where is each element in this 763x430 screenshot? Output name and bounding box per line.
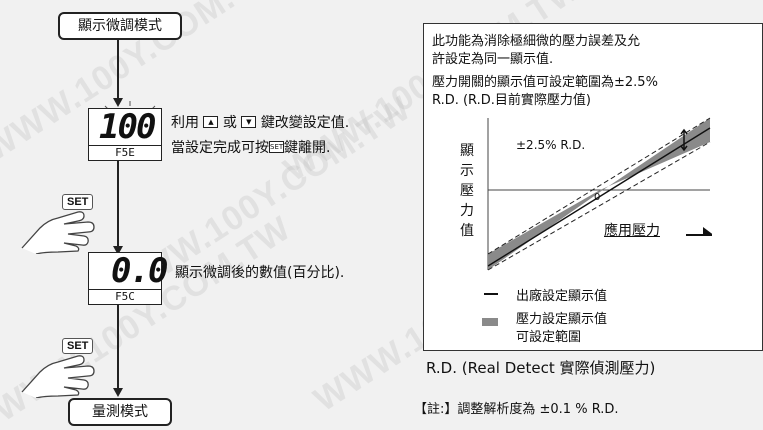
display-value: 100	[99, 107, 156, 147]
display-sublabel: F5E	[88, 145, 162, 161]
tolerance-chart	[484, 114, 714, 274]
range-dashed-line	[487, 117, 711, 255]
legend-range-label: 可設定範圍	[516, 330, 582, 345]
start-mode-box: 顯示微調模式	[58, 12, 182, 40]
x-axis-arrow-icon	[686, 224, 715, 238]
range-arrow-icon	[680, 128, 688, 152]
flow-connector	[117, 160, 119, 248]
flow-arrow	[113, 246, 123, 255]
hand-press-icon	[18, 192, 108, 255]
factory-setting-line	[487, 127, 711, 267]
up-triangle-key-icon: ▲	[203, 116, 219, 128]
rd-definition: R.D. (Real Detect 實際偵測壓力)	[426, 359, 656, 377]
chart-annotation: ±2.5% R.D.	[516, 138, 586, 152]
set-key-icon: SET	[269, 141, 284, 153]
instruction-change-value: 利用 ▲ 或 ▼ 鍵改變設定值.	[171, 115, 350, 131]
instruction-show-percent: 顯示微調後的數值(百分比).	[175, 265, 345, 281]
legend-range-label: 壓力設定顯示值	[516, 312, 608, 327]
lcd-display-0: 0.0	[88, 251, 168, 291]
range-dashed-line	[487, 141, 711, 271]
flow-connector	[117, 304, 119, 392]
legend-factory-label: 出廠設定顯示值	[516, 289, 608, 304]
hand-press-icon	[18, 336, 108, 399]
resolution-note: 【註:】調整解析度為 ±0.1 % R.D.	[414, 402, 619, 417]
set-button[interactable]: SET	[62, 338, 94, 354]
y-axis-label: 顯 示 壓 力 值	[460, 143, 474, 239]
x-axis-label: 應用壓力	[604, 223, 660, 239]
explanation-panel: 此功能為消除極細微的壓力誤差及允 許設定為同一顯示值. 壓力開關的顯示值可設定範…	[423, 23, 763, 351]
end-mode-box: 量測模式	[68, 398, 172, 426]
origin-label: 0	[594, 192, 601, 203]
legend-line-icon	[484, 293, 498, 295]
down-triangle-key-icon: ▼	[241, 116, 257, 128]
panel-text-line: 壓力開關的顯示值可設定範圍為±2.5%	[432, 75, 658, 90]
panel-text-line: 許設定為同一顯示值.	[432, 52, 554, 67]
panel-text-line: 此功能為消除極細微的壓力誤差及允	[432, 34, 641, 49]
lcd-display-100: 100	[88, 107, 162, 147]
display-sublabel: F5C	[88, 289, 162, 305]
display-value: 0.0	[111, 251, 168, 291]
panel-text-line: R.D. (R.D.目前實際壓力值)	[432, 93, 591, 108]
flow-arrow	[113, 98, 123, 107]
legend-band-icon	[482, 318, 498, 326]
instruction-exit: 當設定完成可按SET鍵離開.	[171, 140, 331, 156]
flow-arrow	[113, 388, 123, 397]
flow-connector	[117, 40, 119, 100]
adjustable-range-band	[488, 118, 710, 270]
set-button[interactable]: SET	[62, 194, 94, 210]
